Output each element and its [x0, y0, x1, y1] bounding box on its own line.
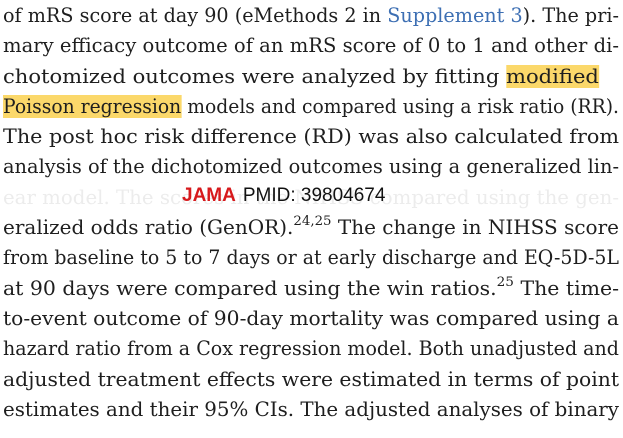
- citation-superscript: 25: [496, 274, 514, 290]
- text-run: The time-: [513, 276, 620, 300]
- text-line: analysis of the dichotomized outcomes us…: [3, 152, 621, 182]
- citation-superscript: 24,25: [293, 214, 332, 230]
- text-line: adjusted treatment effects were estimate…: [3, 365, 621, 395]
- text-run: from baseline to 5 to 7 days or at early…: [3, 246, 619, 270]
- text-line: from baseline to 5 to 7 days or at early…: [3, 243, 621, 273]
- text-line: Poisson regression models and compared u…: [3, 92, 621, 122]
- text-line: The post hoc risk difference (RD) was al…: [3, 122, 621, 152]
- text-line-content: adjusted treatment effects were estimate…: [3, 365, 619, 395]
- highlighted-term: Poisson regression: [3, 94, 182, 118]
- text-line-content: of mRS score at day 90 (eMethods 2 in Su…: [3, 1, 619, 31]
- text-run: analysis of the dichotomized outcomes us…: [3, 155, 619, 179]
- text-line-content: at 90 days were compared using the win r…: [3, 274, 619, 304]
- text-run: hazard ratio from a Cox regression model…: [3, 337, 619, 361]
- text-run: eralized odds ratio (GenOR).: [3, 216, 294, 240]
- text-line: mary efficacy outcome of an mRS score of…: [3, 31, 621, 61]
- text-run: to-event outcome of 90-day mortality was…: [3, 306, 619, 330]
- text-line-content: from baseline to 5 to 7 days or at early…: [3, 243, 619, 273]
- text-line-content: analysis of the dichotomized outcomes us…: [3, 152, 619, 182]
- text-line-content: mary efficacy outcome of an mRS score of…: [3, 31, 619, 61]
- text-line-content: chotomized outcomes were analyzed by fit…: [3, 62, 599, 92]
- text-run: at 90 days were compared using the win r…: [3, 276, 497, 300]
- text-line-content: Poisson regression models and compared u…: [3, 92, 619, 122]
- watermark-band: [0, 181, 623, 211]
- text-line: estimates and their 95% CIs. The adjuste…: [3, 395, 621, 425]
- text-run: adjusted treatment effects were estimate…: [3, 367, 619, 391]
- text-run: of mRS score at day 90 (eMethods 2 in: [3, 4, 388, 27]
- text-run: The change in NIHSS score: [331, 216, 619, 240]
- text-line: eralized odds ratio (GenOR).24,25 The ch…: [3, 213, 621, 243]
- text-line-content: to-event outcome of 90-day mortality was…: [3, 304, 619, 334]
- text-run: models and compared using a risk ratio (…: [181, 94, 620, 118]
- highlighted-term: modified: [506, 64, 599, 88]
- text-run: mary efficacy outcome of an mRS score of…: [3, 34, 619, 58]
- text-line-content: hazard ratio from a Cox regression model…: [3, 334, 619, 364]
- text-line-content: The post hoc risk difference (RD) was al…: [3, 122, 619, 152]
- pmid-label: PMID: 39804674: [242, 185, 386, 206]
- journal-brand: JAMA: [182, 185, 236, 206]
- text-line-content: eralized odds ratio (GenOR).24,25 The ch…: [3, 213, 619, 243]
- text-run: chotomized outcomes were analyzed by fit…: [3, 64, 507, 88]
- text-run: estimates and their 95% CIs. The adjuste…: [3, 397, 619, 421]
- watermark-label: JAMA PMID: 39804674: [182, 184, 385, 208]
- text-line: to-event outcome of 90-day mortality was…: [3, 304, 621, 334]
- text-line: hazard ratio from a Cox regression model…: [3, 334, 621, 364]
- text-line-content: estimates and their 95% CIs. The adjuste…: [3, 395, 619, 425]
- text-run: The post hoc risk difference (RD) was al…: [3, 125, 619, 149]
- text-line: at 90 days were compared using the win r…: [3, 274, 621, 304]
- body-paragraph: of mRS score at day 90 (eMethods 2 in Su…: [3, 1, 621, 425]
- text-line: of mRS score at day 90 (eMethods 2 in Su…: [3, 1, 621, 31]
- text-line: chotomized outcomes were analyzed by fit…: [3, 62, 621, 92]
- supplement-link[interactable]: Supplement 3: [387, 4, 523, 27]
- text-run: ). The pri-: [522, 4, 619, 27]
